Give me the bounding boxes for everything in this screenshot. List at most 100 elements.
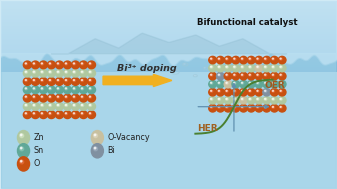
Ellipse shape [65, 79, 67, 81]
Ellipse shape [240, 56, 247, 64]
Ellipse shape [240, 64, 247, 72]
Text: O-Vacancy: O-Vacancy [107, 133, 150, 142]
Ellipse shape [31, 86, 39, 94]
Ellipse shape [234, 82, 235, 83]
Ellipse shape [25, 88, 26, 89]
Ellipse shape [272, 66, 274, 68]
Ellipse shape [272, 82, 273, 83]
Ellipse shape [209, 72, 216, 80]
Ellipse shape [39, 103, 48, 110]
Ellipse shape [210, 106, 213, 108]
Ellipse shape [82, 88, 83, 89]
Ellipse shape [65, 96, 67, 98]
Ellipse shape [82, 63, 83, 64]
Ellipse shape [234, 74, 236, 76]
Ellipse shape [234, 98, 236, 100]
Ellipse shape [80, 111, 88, 119]
Ellipse shape [234, 82, 236, 84]
Ellipse shape [271, 88, 278, 96]
Text: Sn: Sn [33, 146, 43, 155]
Ellipse shape [280, 82, 281, 83]
Ellipse shape [255, 56, 263, 64]
Ellipse shape [240, 81, 247, 88]
Ellipse shape [280, 58, 282, 60]
Ellipse shape [31, 78, 39, 85]
Ellipse shape [89, 113, 90, 114]
Ellipse shape [80, 61, 88, 69]
Ellipse shape [249, 58, 251, 60]
Ellipse shape [57, 88, 58, 89]
Ellipse shape [218, 98, 220, 100]
Ellipse shape [280, 90, 282, 92]
Ellipse shape [241, 74, 244, 76]
Ellipse shape [89, 71, 92, 73]
Ellipse shape [23, 69, 31, 77]
Ellipse shape [272, 106, 273, 107]
Ellipse shape [241, 106, 244, 108]
Ellipse shape [25, 80, 26, 81]
Ellipse shape [71, 61, 80, 69]
Ellipse shape [55, 61, 63, 69]
Ellipse shape [247, 97, 255, 104]
Ellipse shape [265, 90, 266, 91]
Ellipse shape [55, 69, 63, 77]
Ellipse shape [242, 82, 243, 83]
Ellipse shape [257, 66, 258, 67]
Ellipse shape [255, 97, 263, 104]
Ellipse shape [278, 97, 286, 104]
Ellipse shape [48, 69, 55, 77]
Ellipse shape [18, 144, 30, 158]
Ellipse shape [82, 71, 83, 72]
Ellipse shape [82, 80, 83, 81]
Ellipse shape [209, 105, 216, 112]
Ellipse shape [20, 147, 24, 151]
Ellipse shape [255, 72, 263, 80]
Ellipse shape [226, 98, 227, 99]
Ellipse shape [48, 94, 55, 102]
Ellipse shape [49, 71, 52, 73]
Ellipse shape [41, 63, 43, 65]
Ellipse shape [57, 63, 60, 65]
Ellipse shape [25, 96, 27, 98]
Ellipse shape [280, 74, 282, 76]
Ellipse shape [33, 71, 34, 72]
Bar [1, 53, 336, 188]
Ellipse shape [247, 81, 255, 88]
Ellipse shape [21, 147, 22, 149]
Ellipse shape [210, 58, 213, 60]
Ellipse shape [280, 90, 281, 91]
Ellipse shape [226, 90, 228, 92]
Ellipse shape [25, 96, 26, 97]
Ellipse shape [73, 88, 74, 89]
Ellipse shape [41, 96, 42, 97]
Ellipse shape [57, 71, 60, 73]
Ellipse shape [249, 106, 251, 108]
Ellipse shape [73, 63, 74, 64]
Ellipse shape [278, 56, 286, 64]
Ellipse shape [65, 63, 67, 65]
Text: O: O [33, 159, 39, 168]
Ellipse shape [89, 88, 92, 90]
Ellipse shape [89, 80, 90, 81]
Ellipse shape [240, 72, 247, 80]
Ellipse shape [49, 79, 52, 81]
Ellipse shape [39, 69, 48, 77]
Ellipse shape [63, 111, 71, 119]
Ellipse shape [31, 61, 39, 69]
Text: OER: OER [264, 81, 285, 90]
Ellipse shape [65, 71, 66, 72]
Ellipse shape [25, 71, 27, 73]
Ellipse shape [218, 58, 219, 59]
Ellipse shape [57, 79, 60, 81]
Ellipse shape [226, 74, 227, 75]
Ellipse shape [265, 74, 266, 75]
Ellipse shape [218, 66, 220, 68]
Ellipse shape [216, 56, 224, 64]
Ellipse shape [41, 104, 43, 106]
Ellipse shape [25, 113, 26, 114]
Ellipse shape [232, 56, 240, 64]
Ellipse shape [25, 79, 27, 81]
Ellipse shape [234, 90, 235, 91]
Ellipse shape [41, 96, 43, 98]
Ellipse shape [257, 58, 258, 59]
